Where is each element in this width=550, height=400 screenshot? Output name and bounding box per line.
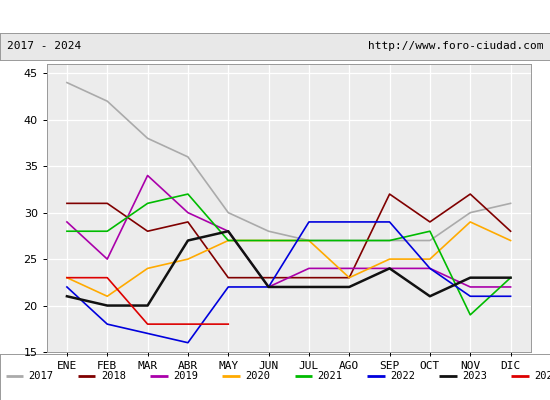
Text: 2017: 2017 xyxy=(29,371,53,381)
Text: 2024: 2024 xyxy=(535,371,550,381)
Text: 2023: 2023 xyxy=(463,371,487,381)
Text: http://www.foro-ciudad.com: http://www.foro-ciudad.com xyxy=(368,41,543,51)
Text: Evolucion del paro registrado en Mucientes: Evolucion del paro registrado en Mucient… xyxy=(91,9,459,24)
Text: 2018: 2018 xyxy=(101,371,126,381)
Text: 2022: 2022 xyxy=(390,371,415,381)
Text: 2019: 2019 xyxy=(173,371,198,381)
Text: 2021: 2021 xyxy=(318,371,343,381)
Text: 2020: 2020 xyxy=(245,371,271,381)
Text: 2017 - 2024: 2017 - 2024 xyxy=(7,41,81,51)
